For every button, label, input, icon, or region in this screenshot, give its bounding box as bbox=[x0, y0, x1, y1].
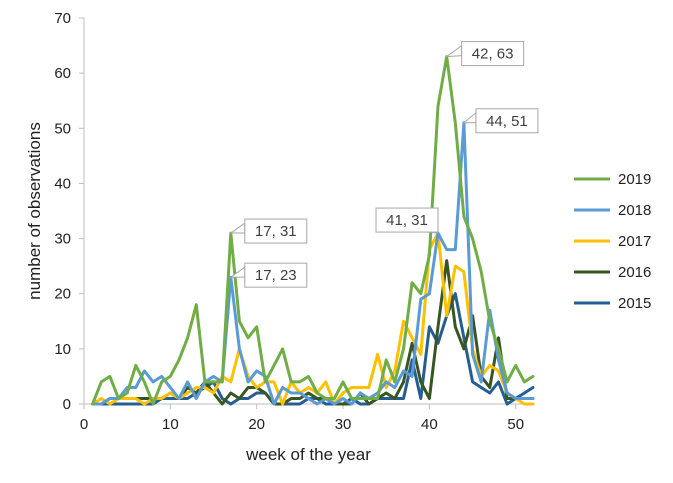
series-line-2015 bbox=[91, 292, 535, 406]
x-axis-title: week of the year bbox=[245, 445, 371, 464]
callout-box bbox=[461, 41, 525, 67]
series-line-2017 bbox=[91, 231, 535, 406]
callout-label: 17, 31 bbox=[255, 223, 297, 240]
legend-item-2015: 2015 bbox=[574, 295, 651, 312]
x-tick-label: 0 bbox=[80, 416, 88, 433]
legend-label: 2017 bbox=[618, 233, 651, 250]
legend-label: 2019 bbox=[618, 171, 651, 188]
y-tick-label: 0 bbox=[63, 396, 71, 413]
legend-item-2017: 2017 bbox=[574, 233, 651, 250]
y-tick-label: 40 bbox=[54, 175, 71, 192]
y-axis-title: number of observations bbox=[25, 122, 44, 300]
x-tick-label: 50 bbox=[507, 416, 524, 433]
callout-2: 17, 31 bbox=[229, 218, 308, 244]
callout-box bbox=[475, 108, 539, 134]
callout-pointer bbox=[444, 44, 463, 58]
y-tick-label: 50 bbox=[54, 120, 71, 137]
legend-item-2019: 2019 bbox=[574, 171, 651, 188]
callout-box bbox=[244, 262, 308, 288]
series-lines bbox=[91, 55, 535, 406]
callout-pointer bbox=[462, 111, 477, 124]
callout-label: 41, 31 bbox=[386, 212, 428, 229]
legend-label: 2018 bbox=[618, 202, 651, 219]
callout-0: 42, 63 bbox=[444, 41, 525, 67]
series-line-2019 bbox=[91, 55, 535, 406]
chart-axes: 0 10 20 30 40 50 60 70 0 10 20 30 40 50 bbox=[54, 10, 533, 433]
legend-item-2018: 2018 bbox=[574, 202, 651, 219]
y-tick-label: 20 bbox=[54, 286, 71, 303]
x-tick-label: 20 bbox=[248, 416, 265, 433]
callout-1: 44, 51 bbox=[462, 108, 539, 134]
x-tick-label: 40 bbox=[421, 416, 438, 433]
callout-4: 41, 31 bbox=[375, 207, 439, 234]
callout-pointer bbox=[229, 222, 246, 234]
callout-3: 17, 23 bbox=[229, 262, 308, 288]
callout-box bbox=[244, 218, 308, 244]
y-tick-label: 70 bbox=[54, 10, 71, 27]
legend-label: 2015 bbox=[618, 295, 651, 312]
y-tick-label: 30 bbox=[54, 231, 71, 248]
x-tick-label: 30 bbox=[335, 416, 352, 433]
series-line-2018 bbox=[91, 121, 535, 406]
y-tick-label: 10 bbox=[54, 341, 71, 358]
callout-label: 44, 51 bbox=[486, 113, 528, 130]
data-callouts: 42, 63 44, 51 17, 31 17, 23 41, 31 bbox=[229, 41, 539, 288]
x-tick-label: 10 bbox=[162, 416, 179, 433]
legend-label: 2016 bbox=[618, 264, 651, 281]
y-tick-label: 60 bbox=[54, 65, 71, 82]
callout-label: 42, 63 bbox=[472, 46, 514, 63]
legend-item-2016: 2016 bbox=[574, 264, 651, 281]
callout-box bbox=[375, 207, 439, 233]
callout-label: 17, 23 bbox=[255, 267, 297, 284]
legend: 2019 2018 2017 2016 2015 bbox=[574, 171, 651, 312]
